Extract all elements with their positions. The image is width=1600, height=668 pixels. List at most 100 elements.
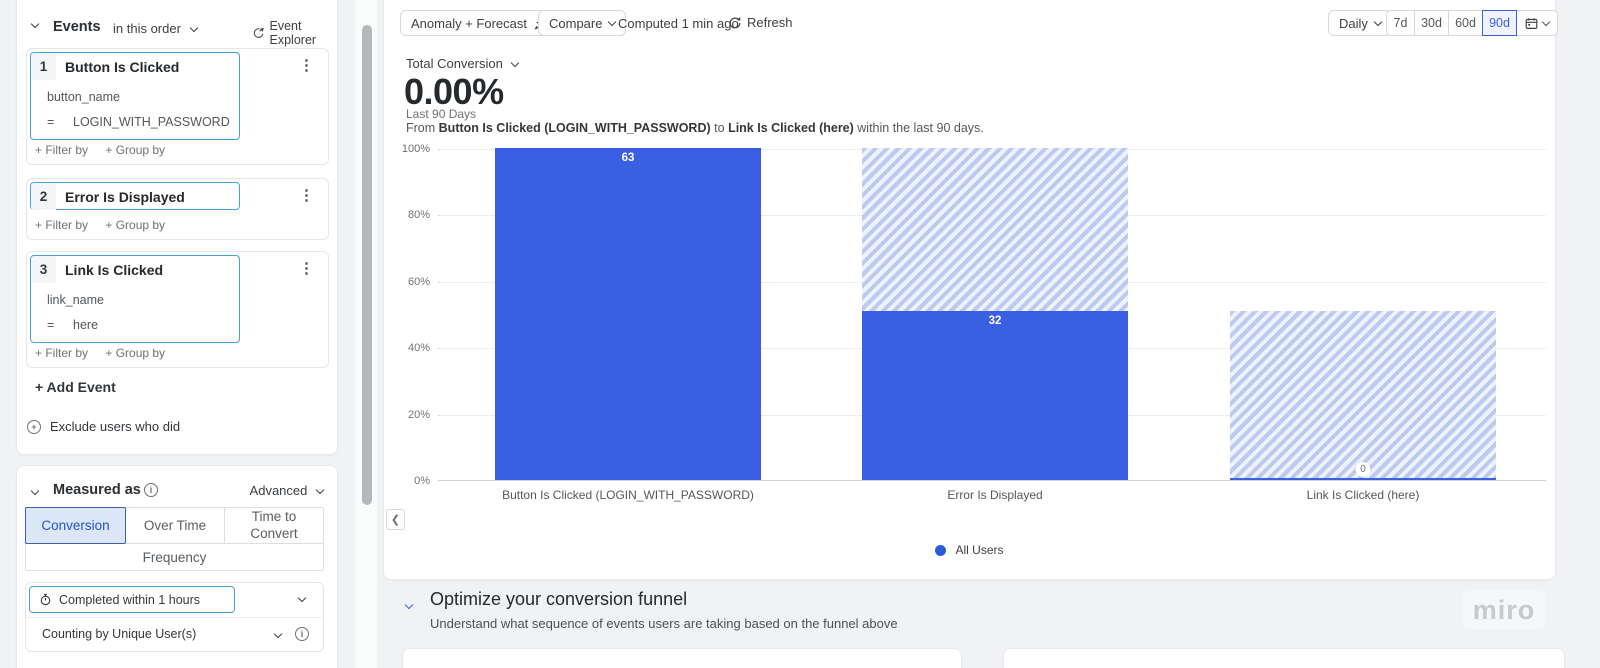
event-menu-icon[interactable]: ⋮ bbox=[299, 260, 314, 277]
event-menu-icon[interactable]: ⋮ bbox=[299, 187, 314, 204]
insights-collapse-chevron-icon[interactable] bbox=[404, 600, 414, 610]
y-axis-tick: 100% bbox=[401, 143, 430, 155]
metric-type-dropdown[interactable]: Total Conversion bbox=[406, 56, 520, 71]
event-step-number: 1 bbox=[31, 53, 56, 80]
custom-daterange-button[interactable] bbox=[1516, 10, 1558, 36]
watermark-badge: miro bbox=[1462, 591, 1546, 629]
refresh-button[interactable]: Refresh bbox=[728, 15, 793, 30]
preset-60d[interactable]: 60d bbox=[1448, 10, 1483, 36]
stopwatch-icon bbox=[40, 593, 51, 606]
metric-period: Last 90 Days bbox=[406, 107, 477, 121]
preset-30d[interactable]: 30d bbox=[1414, 10, 1449, 36]
insights-subtitle: Understand what sequence of events users… bbox=[430, 616, 898, 631]
desc-event2: Link Is Clicked (here) bbox=[728, 121, 854, 135]
bar-hatch bbox=[862, 148, 1128, 312]
bar-solid: 63 bbox=[495, 148, 761, 480]
event-menu-icon[interactable]: ⋮ bbox=[299, 57, 314, 74]
group-by-link[interactable]: + Group by bbox=[105, 143, 166, 157]
event-filter-property: button_name bbox=[47, 90, 120, 104]
funnel-bar-step-3[interactable]: 0 bbox=[1230, 148, 1496, 480]
add-event-button[interactable]: + Add Event bbox=[35, 379, 116, 395]
event-explorer-label: Event Explorer bbox=[269, 19, 317, 47]
events-panel: Events in this order Event Explorer 1 Bu… bbox=[16, 0, 338, 455]
refresh-label: Refresh bbox=[747, 15, 793, 30]
tab-over-time[interactable]: Over Time bbox=[126, 508, 225, 543]
measured-as-title: Measured as bbox=[53, 482, 141, 498]
event-explorer-icon bbox=[253, 27, 264, 38]
anomaly-forecast-label: Anomaly + Forecast bbox=[411, 15, 527, 31]
chevron-down-icon[interactable] bbox=[273, 629, 283, 639]
chevron-down-icon bbox=[1541, 17, 1551, 26]
measured-as-panel: Measured as i Advanced Conversion Over T… bbox=[16, 465, 338, 668]
chevron-down-icon bbox=[608, 17, 617, 26]
tab-conversion[interactable]: Conversion bbox=[25, 507, 126, 544]
completed-within-dropdown[interactable]: Completed within 1 hours bbox=[29, 586, 235, 613]
event-step-number: 3 bbox=[31, 256, 56, 283]
y-axis-tick: 60% bbox=[407, 276, 430, 288]
event-step-1[interactable]: 1 Button Is Clicked button_name = LOGIN_… bbox=[26, 48, 329, 165]
event-step-2-box[interactable]: 2 Error Is Displayed bbox=[30, 182, 240, 210]
event-step-2[interactable]: 2 Error Is Displayed ⋮ + Filter by + Gro… bbox=[26, 178, 329, 240]
compare-label: Compare bbox=[549, 15, 603, 31]
event-step-number: 2 bbox=[31, 183, 56, 210]
preset-90d[interactable]: 90d bbox=[1482, 10, 1517, 36]
event-filter-operator: = bbox=[47, 318, 55, 332]
event-filter-operator: = bbox=[47, 115, 55, 129]
counting-by-dropdown[interactable]: Counting by Unique User(s) bbox=[42, 627, 196, 641]
event-step-3[interactable]: 3 Link Is Clicked link_name = here ⋮ + F… bbox=[26, 251, 329, 368]
counting-by-label: Counting by Unique User(s) bbox=[42, 627, 197, 641]
insight-card-left bbox=[402, 648, 962, 668]
event-step-3-box[interactable]: 3 Link Is Clicked link_name = here bbox=[30, 255, 240, 343]
desc-from: From bbox=[406, 121, 436, 135]
interval-dropdown[interactable]: Daily bbox=[1328, 10, 1392, 36]
measured-info-icon[interactable]: i bbox=[144, 483, 158, 497]
events-collapse-chevron-icon[interactable] bbox=[30, 19, 40, 29]
funnel-bar-step-2[interactable]: 32 bbox=[862, 148, 1128, 480]
event-step-1-box[interactable]: 1 Button Is Clicked button_name = LOGIN_… bbox=[30, 52, 240, 140]
refresh-icon bbox=[729, 16, 741, 28]
compare-button[interactable]: Compare bbox=[538, 10, 627, 36]
group-by-link[interactable]: + Group by bbox=[105, 346, 166, 360]
watermark-text: miro bbox=[1472, 594, 1536, 625]
metric-type-label: Total Conversion bbox=[406, 56, 503, 71]
tab-time-to-convert[interactable]: Time to Convert bbox=[225, 508, 323, 543]
tab-frequency[interactable]: Frequency bbox=[26, 543, 323, 570]
desc-to: to bbox=[714, 121, 725, 135]
y-axis-tick: 0% bbox=[414, 475, 430, 487]
bar-solid bbox=[1230, 478, 1496, 480]
x-axis-label: Error Is Displayed bbox=[947, 488, 1043, 502]
chevron-down-icon[interactable] bbox=[297, 593, 307, 603]
calendar-icon bbox=[1525, 17, 1538, 29]
conversion-options: Completed within 1 hours Counting by Uni… bbox=[25, 582, 324, 652]
event-explorer-button[interactable]: Event Explorer bbox=[253, 19, 337, 47]
sidebar-scrollbar-thumb[interactable] bbox=[362, 25, 372, 505]
preset-7d[interactable]: 7d bbox=[1386, 10, 1415, 36]
bar-solid: 32 bbox=[862, 311, 1128, 480]
chevron-down-icon bbox=[1373, 17, 1383, 26]
filter-by-link[interactable]: + Filter by bbox=[35, 346, 89, 360]
event-order-label: in this order bbox=[113, 21, 181, 36]
events-panel-title: Events bbox=[53, 19, 101, 35]
collapse-sidebar-button[interactable]: ❮ bbox=[386, 509, 405, 530]
measured-collapse-chevron-icon[interactable] bbox=[30, 486, 40, 496]
event-order-dropdown[interactable]: in this order bbox=[113, 21, 198, 36]
chevron-down-icon bbox=[511, 58, 520, 68]
filter-by-link[interactable]: + Filter by bbox=[35, 218, 89, 232]
event-step-name: Error Is Displayed bbox=[65, 188, 185, 205]
interval-label: Daily bbox=[1339, 15, 1368, 31]
event-filter-property: link_name bbox=[47, 293, 104, 307]
chart-legend[interactable]: All Users bbox=[384, 543, 1555, 557]
funnel-bar-step-1[interactable]: 63 bbox=[495, 148, 761, 480]
exclude-users-button[interactable]: + Exclude users who did bbox=[27, 419, 180, 434]
group-by-link[interactable]: + Group by bbox=[105, 218, 166, 232]
y-axis-tick: 80% bbox=[407, 209, 430, 221]
desc-tail: within the last 90 days. bbox=[857, 121, 984, 135]
sidebar-scrollbar-track[interactable] bbox=[355, 0, 377, 668]
chevron-down-icon bbox=[315, 485, 325, 495]
anomaly-forecast-button[interactable]: Anomaly + Forecast bbox=[400, 10, 560, 36]
bar-count-label: 32 bbox=[988, 315, 1002, 328]
counting-info-icon[interactable]: i bbox=[295, 627, 309, 641]
filter-by-link[interactable]: + Filter by bbox=[35, 143, 89, 157]
advanced-dropdown[interactable]: Advanced bbox=[250, 483, 325, 498]
